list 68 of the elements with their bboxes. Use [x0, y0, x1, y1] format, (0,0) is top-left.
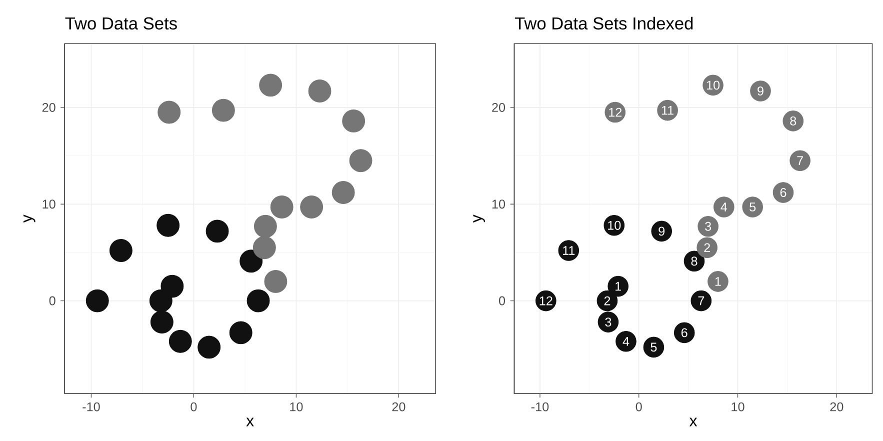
point [308, 80, 332, 102]
y-tick-label: 10 [492, 200, 506, 209]
annotation: 6 [780, 188, 786, 197]
y-axis-title: y [473, 214, 485, 223]
x-tick-label: 20 [830, 402, 844, 412]
annotation: 12 [540, 296, 552, 306]
x-axis-title: x [689, 418, 698, 426]
y-tick-label: 0 [49, 296, 56, 306]
chart-title: Two Data Sets Indexed [514, 16, 693, 30]
x-tick-label: 10 [290, 402, 303, 412]
y-tick-label: 20 [42, 102, 56, 112]
x-tick-label: -10 [531, 402, 549, 412]
annotation: 12 [609, 108, 622, 117]
annotation: 8 [691, 256, 698, 266]
annotation: 1 [616, 282, 621, 291]
point [252, 236, 276, 260]
annotation: 5 [750, 202, 756, 212]
x-tick-label: -10 [82, 402, 100, 412]
annotation: 5 [650, 342, 657, 352]
annotation: 9 [758, 86, 764, 96]
y-tick-label: 20 [492, 102, 506, 112]
point [270, 196, 294, 218]
annotation: 3 [705, 222, 712, 231]
annotation: 3 [605, 318, 612, 327]
annotation: 2 [604, 296, 610, 306]
point [158, 100, 181, 124]
point [229, 321, 252, 344]
point [160, 274, 184, 298]
point [206, 220, 229, 243]
point [246, 289, 270, 312]
annotation: 10 [706, 80, 720, 90]
point [198, 336, 221, 359]
point [86, 289, 109, 312]
y-tick-label: 0 [499, 296, 506, 306]
point [156, 214, 180, 237]
annotation: 11 [563, 246, 575, 255]
point [300, 196, 324, 218]
annotation: 4 [720, 202, 728, 212]
point [109, 239, 132, 262]
point [259, 74, 282, 97]
point [150, 310, 174, 334]
annotation: 1 [715, 277, 721, 286]
point [149, 289, 172, 312]
point [212, 98, 235, 122]
x-axis-title: x [246, 418, 254, 426]
x-tick-label: 20 [392, 402, 406, 412]
point [254, 214, 277, 238]
annotation: 11 [662, 106, 674, 115]
y-tick-label: 10 [42, 200, 56, 209]
point [240, 250, 263, 273]
annotation: 7 [797, 156, 803, 165]
annotation: 10 [608, 220, 621, 230]
point [264, 270, 288, 293]
x-tick-label: 0 [190, 402, 197, 412]
annotation: 9 [658, 226, 665, 236]
x-tick-label: 0 [636, 402, 642, 412]
annotation: 6 [681, 328, 688, 338]
y-axis-title: y [24, 214, 36, 223]
annotation: 7 [698, 296, 704, 306]
x-tick-label: 10 [732, 402, 744, 412]
annotation: 8 [790, 116, 796, 126]
annotation: 4 [622, 337, 630, 346]
point [332, 181, 355, 204]
point [349, 149, 372, 172]
annotation: 2 [704, 243, 710, 252]
chart-title: Two Data Sets [65, 17, 177, 30]
point [342, 109, 366, 132]
point [168, 330, 192, 353]
